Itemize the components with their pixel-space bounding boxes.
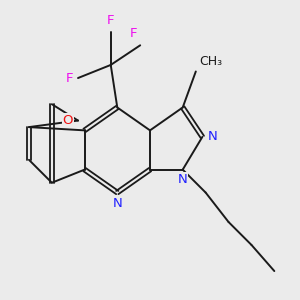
Text: N: N [207, 130, 217, 143]
Text: F: F [129, 27, 137, 40]
Text: CH₃: CH₃ [199, 55, 222, 68]
Text: N: N [112, 197, 122, 210]
Text: F: F [66, 71, 73, 85]
Text: F: F [107, 14, 115, 27]
Text: N: N [178, 173, 188, 186]
Text: O: O [63, 114, 73, 127]
